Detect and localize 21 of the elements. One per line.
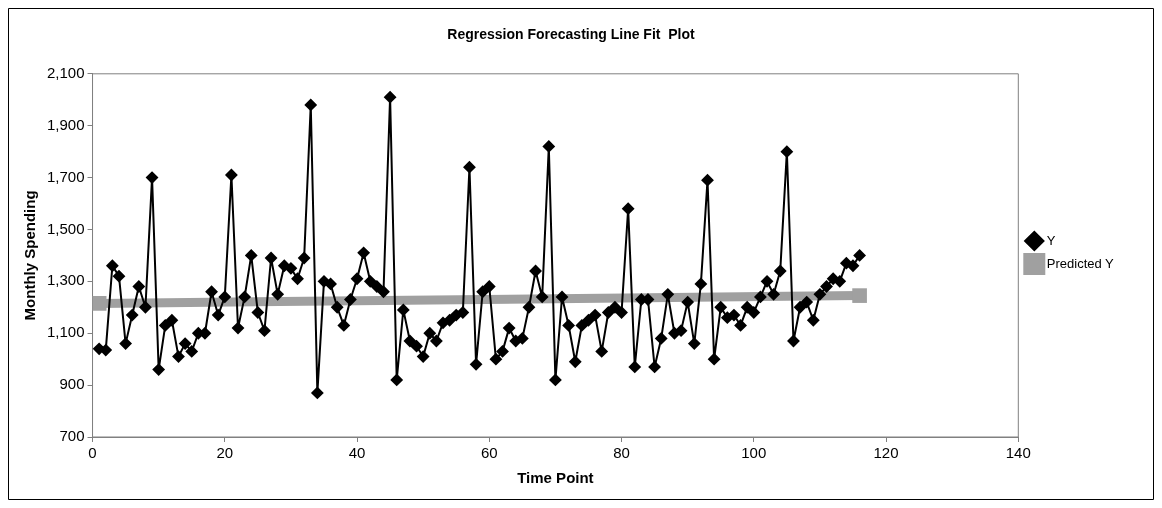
chart-title: Regression Forecasting Line Fit Plot (447, 26, 696, 43)
x-tick-label: 140 (1005, 444, 1031, 462)
legend-label: Y (1046, 232, 1056, 248)
x-tick-label: 20 (216, 444, 234, 462)
x-tick-label: 40 (348, 444, 366, 462)
x-tick-label: 120 (873, 444, 899, 462)
x-tick-label: 0 (88, 444, 97, 462)
y-tick-label: 1,100 (46, 323, 85, 341)
x-tick-label: 100 (741, 444, 767, 462)
y-tick-label: 700 (59, 427, 85, 445)
y-tick-label: 1,900 (46, 115, 85, 133)
y-tick-label: 1,700 (46, 167, 85, 185)
y-tick-label: 900 (59, 375, 85, 393)
x-axis-title: Time Point (517, 469, 594, 487)
y-tick-label: 1,500 (46, 219, 85, 237)
x-tick-label: 80 (613, 444, 630, 462)
x-tick-label: 60 (480, 444, 498, 462)
y-tick-label: 2,100 (46, 63, 85, 81)
legend-label: Predicted Y (1046, 255, 1115, 271)
y-tick-label: 1,300 (46, 271, 85, 289)
y-axis-title: Monthly Spending (21, 190, 39, 321)
